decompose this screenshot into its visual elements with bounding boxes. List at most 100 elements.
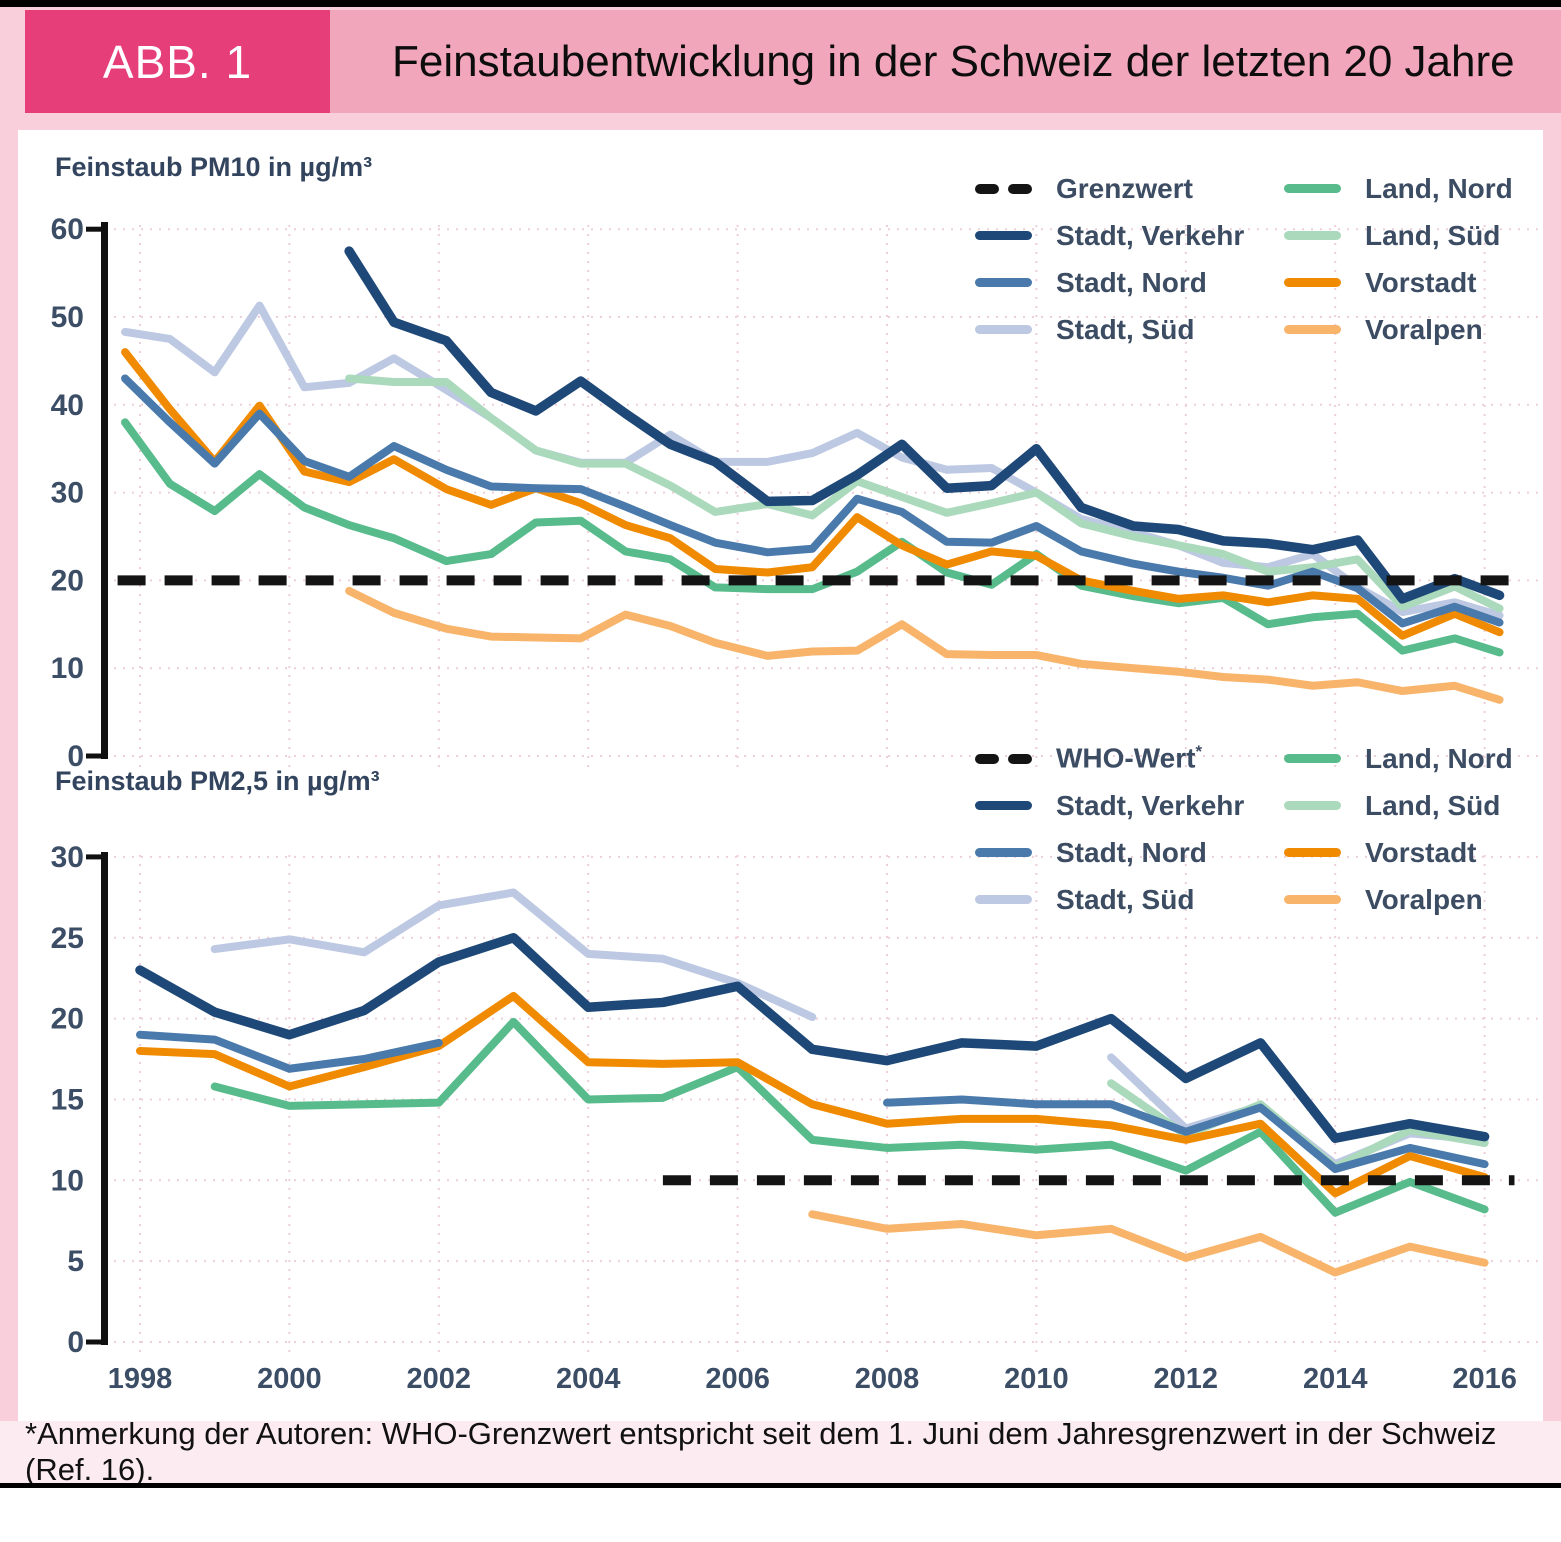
x-tick-label: 2008 (855, 1363, 920, 1395)
series-vorstadt (121, 348, 1504, 640)
legend-label: WHO-Wert* (1056, 742, 1202, 774)
lightgreen-line-swatch-icon (1284, 801, 1341, 810)
legend-label: Stadt, Nord (1056, 836, 1207, 868)
y-tick-label: 0 (67, 1326, 84, 1359)
bottom-margin (0, 1488, 1561, 1542)
legend-item: Stadt, Nord (975, 836, 1244, 869)
x-tick-label: 2012 (1154, 1363, 1219, 1395)
orange-line-swatch-icon (1284, 848, 1341, 857)
legend-label: Stadt, Süd (1056, 883, 1195, 915)
green-line-swatch-icon (1284, 754, 1341, 763)
legend-label: Grenzwert (1056, 172, 1193, 204)
legend-item: Vorstadt (1284, 836, 1513, 869)
legend-label: Land, Süd (1365, 219, 1501, 251)
series-vorstadt (136, 991, 1489, 1198)
legend-label: Stadt, Verkehr (1056, 789, 1245, 821)
top-rule (0, 0, 1561, 7)
y-tick-label: 30 (51, 477, 84, 510)
pm10-chart-title: Feinstaub PM10 in µg/m³ (55, 152, 373, 182)
legend-item: Land, Süd (1284, 789, 1513, 822)
series-stadt_sued (121, 301, 1504, 620)
blue-line-swatch-icon (975, 848, 1032, 857)
y-tick-label: 0 (67, 740, 84, 773)
y-tick-label: 30 (51, 841, 84, 874)
bottom-rule (0, 1483, 1561, 1488)
green-line-swatch-icon (1284, 184, 1341, 193)
series-voralpen (345, 586, 1504, 704)
legend-label: Land, Nord (1365, 742, 1513, 774)
pm25-chart-title: Feinstaub PM2,5 in µg/m³ (55, 766, 380, 796)
lightorange-line-swatch-icon (1284, 325, 1341, 334)
y-tick-label: 10 (51, 1164, 84, 1197)
legend-label: Vorstadt (1365, 836, 1477, 868)
lightorange-line-swatch-icon (1284, 895, 1341, 904)
series-stadt_verkehr (344, 246, 1505, 604)
pm10-legend-col2: Land, Nord Land, Süd Vorstadt Voralpen (1284, 172, 1513, 346)
x-tick-label: 2016 (1452, 1363, 1517, 1395)
x-tick-label: 2000 (257, 1363, 322, 1395)
legend-label: Vorstadt (1365, 266, 1477, 298)
legend-item: Stadt, Süd (975, 883, 1244, 916)
x-tick-label: 2002 (407, 1363, 472, 1395)
x-tick-label: 2006 (705, 1363, 770, 1395)
legend-item: Stadt, Süd (975, 313, 1244, 346)
y-tick-label: 10 (51, 652, 84, 685)
series-voralpen (808, 1210, 1489, 1277)
legend-item: Voralpen (1284, 883, 1513, 916)
y-tick-label: 5 (67, 1245, 84, 1278)
footnote-text: *Anmerkung der Autoren: WHO-Grenzwert en… (25, 1416, 1497, 1487)
pm25-plot: 30 25 20 15 10 5 0 (51, 841, 1546, 1359)
legend-label: Stadt, Verkehr (1056, 219, 1245, 251)
series-stadt_nord (121, 374, 1504, 628)
x-tick-label: 2010 (1004, 1363, 1069, 1395)
y-tick-label: 40 (51, 389, 84, 422)
series-land_nord (210, 1017, 1489, 1217)
legend-item: Grenzwert (975, 172, 1244, 205)
x-tick-label: 1998 (108, 1363, 173, 1395)
legend-item: Stadt, Verkehr (975, 219, 1244, 252)
legend-label: Voralpen (1365, 883, 1483, 915)
pm25-legend-col1: WHO-Wert* Stadt, Verkehr Stadt, Nord Stadt,… (975, 742, 1244, 916)
dashed-line-swatch-icon (975, 753, 1032, 764)
y-axis-line (101, 222, 108, 759)
figure-title: Feinstaubentwicklung in der Schweiz der … (330, 10, 1561, 113)
legend-item: Land, Süd (1284, 219, 1513, 252)
y-tick-label: 25 (51, 922, 84, 955)
legend-label: Stadt, Nord (1056, 266, 1207, 298)
y-tick-label: 20 (51, 564, 84, 597)
lavender-line-swatch-icon (975, 325, 1032, 334)
series-land_nord (121, 418, 1504, 657)
legend-label: Stadt, Süd (1056, 313, 1195, 345)
figure-tag: ABB. 1 (25, 10, 330, 113)
legend-item: Stadt, Verkehr (975, 789, 1244, 822)
dashed-line-swatch-icon (975, 183, 1032, 194)
y-tick-label: 15 (51, 1083, 84, 1116)
lightgreen-line-swatch-icon (1284, 231, 1341, 240)
chart-card (18, 130, 1543, 1421)
x-tick-label: 2014 (1303, 1363, 1368, 1395)
legend-label: Voralpen (1365, 313, 1483, 345)
y-tick-label: 20 (51, 1003, 84, 1036)
y-tick-label: 50 (51, 301, 84, 334)
series-stadt_sued (210, 888, 817, 1021)
series-stadt_nord (136, 1030, 443, 1073)
orange-line-swatch-icon (1284, 278, 1341, 287)
legend-item: Land, Nord (1284, 172, 1513, 205)
pm10-legend-col1: Grenzwert Stadt, Verkehr Stadt, Nord Stadt,… (975, 172, 1244, 346)
legend-item: Vorstadt (1284, 266, 1513, 299)
blue-line-swatch-icon (975, 278, 1032, 287)
series-stadt_verkehr (135, 933, 1490, 1144)
y-tick-label: 60 (51, 213, 84, 246)
legend-label: Land, Süd (1365, 789, 1501, 821)
series-stadt_nord (883, 1095, 1489, 1173)
legend-label: Land, Nord (1365, 172, 1513, 204)
legend-item: WHO-Wert* (975, 742, 1244, 775)
pm25-legend-col2: Land, Nord Land, Süd Vorstadt Voralpen (1284, 742, 1513, 916)
legend-item: Stadt, Nord (975, 266, 1244, 299)
y-axis-line (101, 852, 108, 1345)
navy-line-swatch-icon (975, 801, 1032, 810)
navy-line-swatch-icon (975, 231, 1032, 240)
legend-item: Voralpen (1284, 313, 1513, 346)
lavender-line-swatch-icon (975, 895, 1032, 904)
